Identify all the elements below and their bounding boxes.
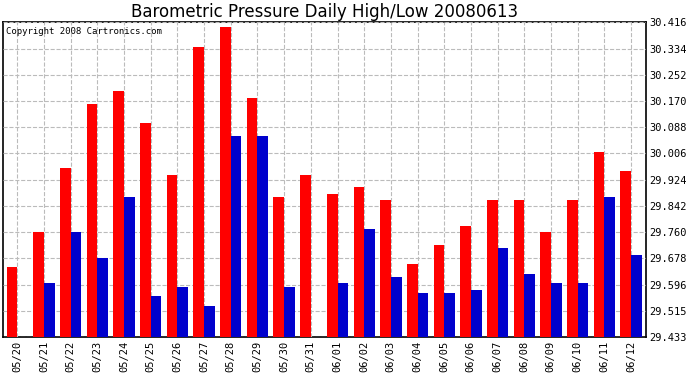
Title: Barometric Pressure Daily High/Low 20080613: Barometric Pressure Daily High/Low 20080… xyxy=(130,3,518,21)
Bar xyxy=(204,306,215,337)
Bar xyxy=(407,264,417,337)
Bar xyxy=(593,152,604,337)
Bar xyxy=(151,296,161,337)
Bar xyxy=(7,267,17,337)
Bar xyxy=(71,232,81,337)
Bar xyxy=(364,229,375,337)
Bar xyxy=(284,286,295,337)
Bar xyxy=(551,284,562,337)
Bar xyxy=(87,104,97,337)
Bar xyxy=(33,232,44,337)
Bar xyxy=(327,194,337,337)
Bar xyxy=(257,136,268,337)
Bar xyxy=(113,92,124,337)
Bar xyxy=(300,175,310,337)
Bar xyxy=(380,200,391,337)
Bar xyxy=(567,200,578,337)
Bar xyxy=(177,286,188,337)
Bar xyxy=(140,123,151,337)
Bar xyxy=(391,277,402,337)
Bar xyxy=(433,245,444,337)
Bar xyxy=(487,200,497,337)
Bar xyxy=(444,293,455,337)
Bar xyxy=(231,136,241,337)
Bar xyxy=(497,248,509,337)
Bar xyxy=(337,284,348,337)
Bar xyxy=(417,293,428,337)
Bar xyxy=(524,274,535,337)
Bar xyxy=(60,168,71,337)
Bar xyxy=(578,284,588,337)
Bar xyxy=(44,284,55,337)
Bar xyxy=(513,200,524,337)
Text: Copyright 2008 Cartronics.com: Copyright 2008 Cartronics.com xyxy=(6,27,162,36)
Bar xyxy=(124,197,135,337)
Bar xyxy=(604,197,615,337)
Bar xyxy=(460,226,471,337)
Bar xyxy=(353,188,364,337)
Bar xyxy=(471,290,482,337)
Bar xyxy=(167,175,177,337)
Bar xyxy=(220,27,231,337)
Bar xyxy=(620,171,631,337)
Bar xyxy=(97,258,108,337)
Bar xyxy=(273,197,284,337)
Bar xyxy=(247,98,257,337)
Bar xyxy=(540,232,551,337)
Bar xyxy=(631,255,642,337)
Bar xyxy=(193,46,204,337)
